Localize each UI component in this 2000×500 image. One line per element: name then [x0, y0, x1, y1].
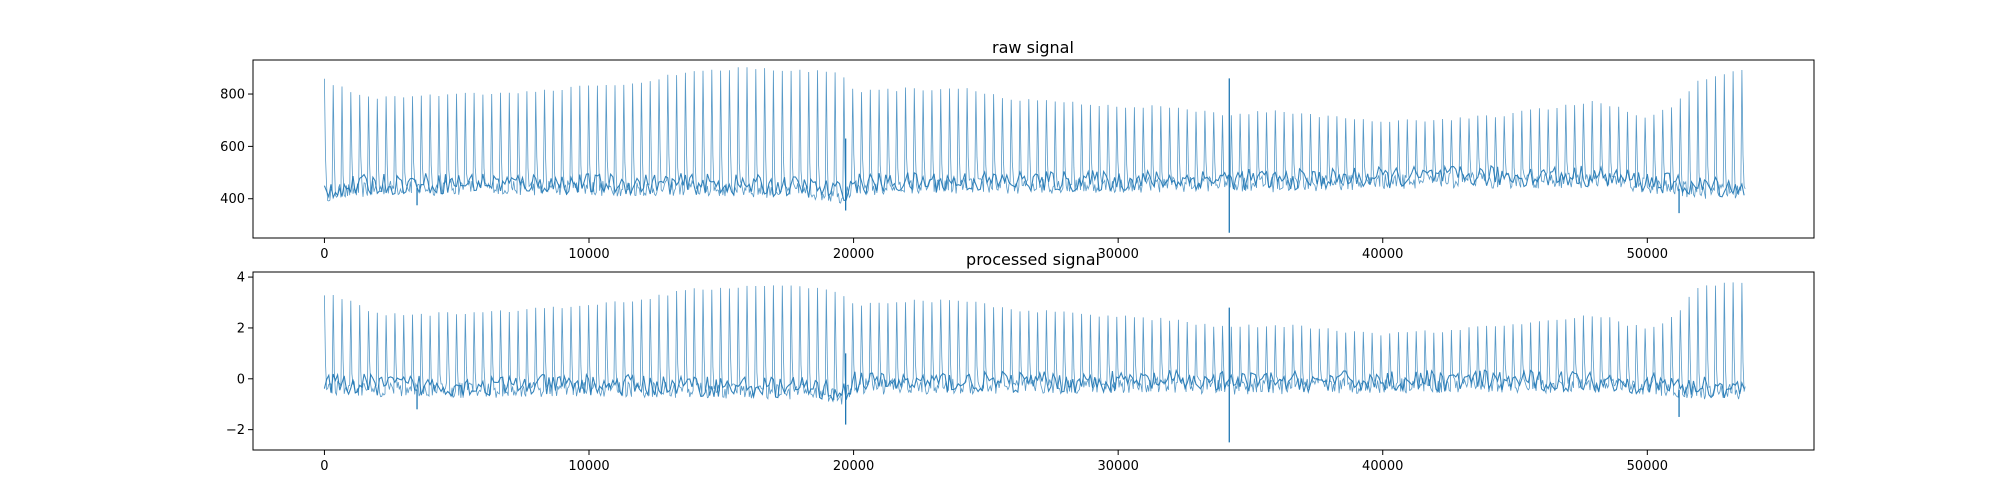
raw-signal-series-baseline	[323, 164, 1745, 201]
processed-signal-x-tick-label: 0	[320, 459, 328, 474]
raw-signal-y-tick-label: 600	[220, 140, 245, 155]
processed-signal-y-axis: −2 0 2 4	[226, 271, 253, 438]
processed-signal-x-tick-label: 30000	[1097, 459, 1138, 474]
processed-signal-panel: processed signal 0 10000 20000 30000 40000 50…	[226, 250, 1815, 474]
raw-signal-x-tick-label: 10000	[568, 247, 609, 262]
raw-signal-y-axis: 400 600 800	[220, 88, 253, 207]
raw-signal-x-axis: 0 10000 20000 30000 40000 50000	[320, 238, 1668, 262]
processed-signal-y-tick-label: 2	[237, 321, 245, 336]
processed-signal-title: processed signal	[966, 250, 1100, 269]
processed-signal-x-axis: 0 10000 20000 30000 40000 50000	[320, 450, 1668, 474]
processed-signal-series-baseline	[323, 368, 1745, 403]
processed-signal-plot-area	[323, 282, 1746, 443]
raw-signal-title: raw signal	[992, 38, 1074, 57]
raw-signal-x-tick-label: 30000	[1097, 247, 1138, 262]
raw-signal-x-tick-label: 40000	[1362, 247, 1403, 262]
processed-signal-y-tick-label: −2	[226, 423, 245, 438]
raw-signal-panel: raw signal 0 10000 20000 30000 40000 50000 40…	[220, 38, 1815, 262]
raw-signal-x-tick-label: 50000	[1627, 247, 1668, 262]
processed-signal-x-tick-label: 50000	[1627, 459, 1668, 474]
processed-signal-x-tick-label: 40000	[1362, 459, 1403, 474]
raw-signal-axes-frame	[252, 59, 1815, 239]
processed-signal-x-tick-label: 20000	[833, 459, 874, 474]
processed-signal-y-tick-label: 4	[237, 271, 245, 286]
processed-signal-x-tick-label: 10000	[568, 459, 609, 474]
raw-signal-x-tick-label: 0	[320, 247, 328, 262]
raw-signal-plot-area	[323, 67, 1746, 233]
raw-signal-y-tick-label: 800	[220, 88, 245, 103]
processed-signal-axes-frame	[252, 271, 1815, 451]
raw-signal-y-tick-label: 400	[220, 192, 245, 207]
raw-signal-x-tick-label: 20000	[833, 247, 874, 262]
raw-signal-series-line	[324, 67, 1746, 204]
processed-signal-y-tick-label: 0	[237, 372, 245, 387]
processed-signal-series-line	[324, 282, 1746, 405]
